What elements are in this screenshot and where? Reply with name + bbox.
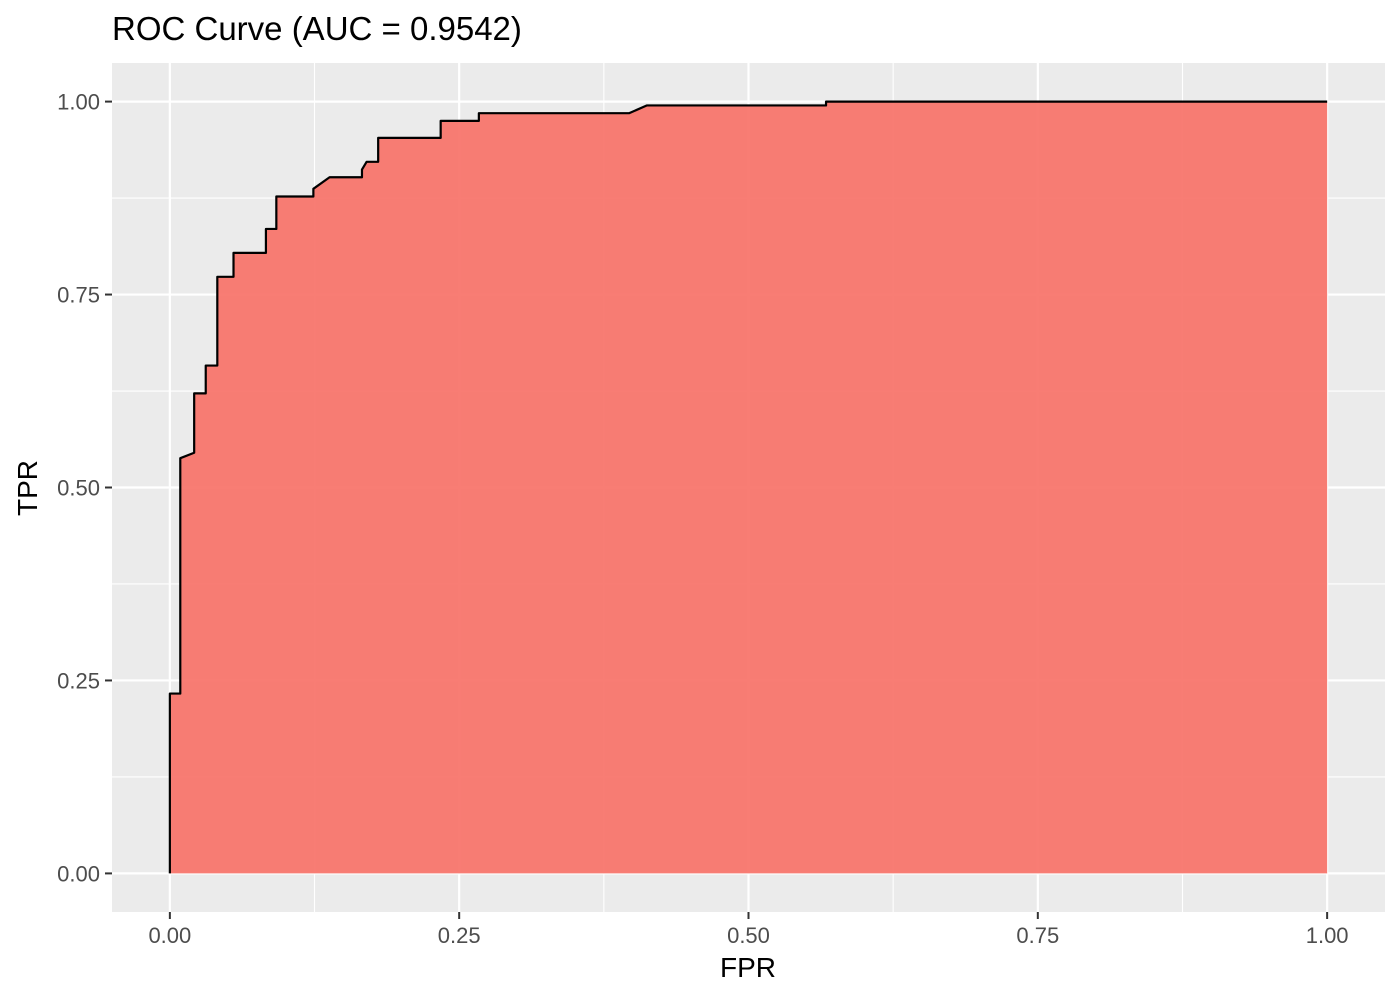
y-tick-label: 0.50 xyxy=(57,476,100,501)
x-tick-label: 1.00 xyxy=(1306,923,1349,948)
y-tick-label: 1.00 xyxy=(57,90,100,115)
x-tick-label: 0.50 xyxy=(727,923,770,948)
roc-area-fill xyxy=(169,101,1328,874)
roc-curve-line xyxy=(168,100,1328,874)
x-tick-label: 0.75 xyxy=(1016,923,1059,948)
y-tick-label: 0.00 xyxy=(57,861,100,886)
x-tick-label: 0.00 xyxy=(148,923,191,948)
y-tick-label: 0.75 xyxy=(57,283,100,308)
x-axis: 0.00 0.25 0.50 0.75 1.00 xyxy=(148,912,1349,948)
y-axis-title: TPR xyxy=(12,460,43,516)
x-tick-label: 0.25 xyxy=(438,923,481,948)
chart-title: ROC Curve (AUC = 0.9542) xyxy=(112,10,522,47)
x-axis-title: FPR xyxy=(720,952,776,983)
y-tick-label: 0.25 xyxy=(57,668,100,693)
y-axis: 0.00 0.25 0.50 0.75 1.00 xyxy=(57,90,112,886)
